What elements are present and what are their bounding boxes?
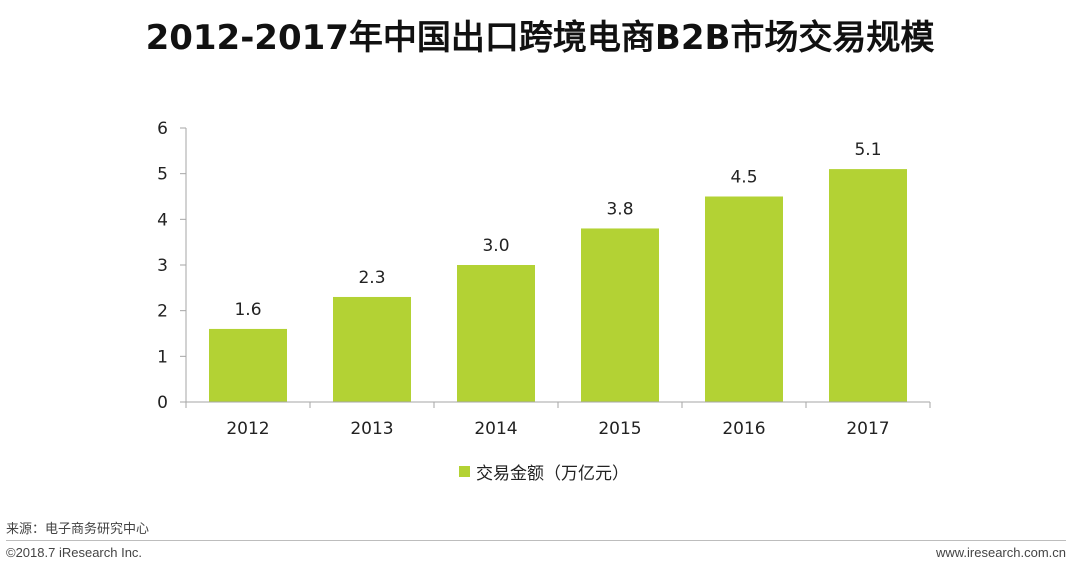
y-tick-label: 0 (157, 393, 168, 413)
y-tick-label: 4 (157, 210, 168, 230)
data-label-2015: 3.8 (606, 199, 633, 219)
bar-2016 (705, 196, 783, 402)
legend: 交易金额（万亿元） (459, 459, 629, 484)
legend-swatch (459, 466, 470, 477)
y-tick-label: 5 (157, 165, 168, 185)
data-label-2012: 1.6 (234, 300, 261, 320)
bar-2012 (209, 328, 287, 402)
y-axis: 0 1 2 3 4 5 6 (157, 119, 187, 413)
x-tick-label-2013: 2013 (350, 419, 393, 439)
bar-2017 (829, 169, 907, 402)
x-tick-label-2016: 2016 (722, 419, 765, 439)
data-label-2017: 5.1 (854, 140, 881, 160)
x-tick-label-2017: 2017 (846, 419, 889, 439)
y-tick-label: 6 (157, 119, 168, 139)
website: www.iresearch.com.cn (935, 545, 1066, 560)
y-tick-label: 3 (157, 256, 168, 276)
bar-2015 (581, 228, 659, 402)
data-label-2014: 3.0 (482, 236, 509, 256)
x-tick-label-2012: 2012 (226, 419, 269, 439)
x-tick-label-2015: 2015 (598, 419, 641, 439)
bar-2014 (457, 265, 535, 402)
footer-divider (6, 540, 1066, 541)
data-label-2013: 2.3 (358, 268, 385, 288)
copyright: ©2018.7 iResearch Inc. (6, 545, 143, 560)
data-label-2016: 4.5 (730, 168, 757, 188)
x-tick-label-2014: 2014 (474, 419, 517, 439)
x-axis: 2012 2013 2014 2015 2016 2017 (185, 401, 931, 439)
bar-2013 (333, 296, 411, 402)
source-note: 来源：电子商务研究中心 (6, 522, 150, 537)
bars: 1.6 2.3 3.0 3.8 4.5 5.1 (209, 140, 907, 402)
y-tick-label: 1 (157, 347, 168, 367)
legend-label: 交易金额（万亿元） (476, 464, 629, 484)
chart-title: 2012-2017年中国出口跨境电商B2B市场交易规模 (145, 18, 935, 58)
y-tick-label: 2 (157, 302, 168, 322)
